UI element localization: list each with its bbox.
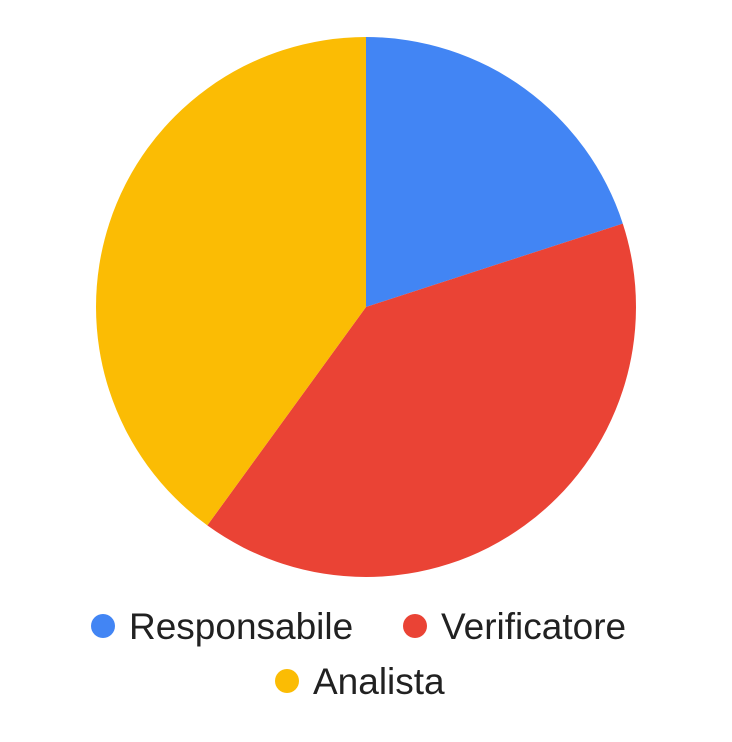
legend-label-responsabile: Responsabile <box>129 606 353 647</box>
legend: Responsabile Verificatore Analista <box>91 606 626 702</box>
pie-slices <box>96 37 637 577</box>
pie-slice-analista <box>96 37 366 526</box>
legend-item-responsabile: Responsabile <box>91 606 353 647</box>
legend-label-analista: Analista <box>313 661 445 702</box>
legend-item-analista: Analista <box>275 661 445 702</box>
legend-swatch-responsabile <box>91 614 115 638</box>
legend-label-verificatore: Verificatore <box>441 606 626 647</box>
legend-swatch-analista <box>275 669 299 693</box>
legend-swatch-verificatore <box>403 614 427 638</box>
legend-item-verificatore: Verificatore <box>403 606 626 647</box>
pie-slice-verificatore <box>207 223 637 577</box>
pie-slice-responsabile <box>366 37 623 307</box>
